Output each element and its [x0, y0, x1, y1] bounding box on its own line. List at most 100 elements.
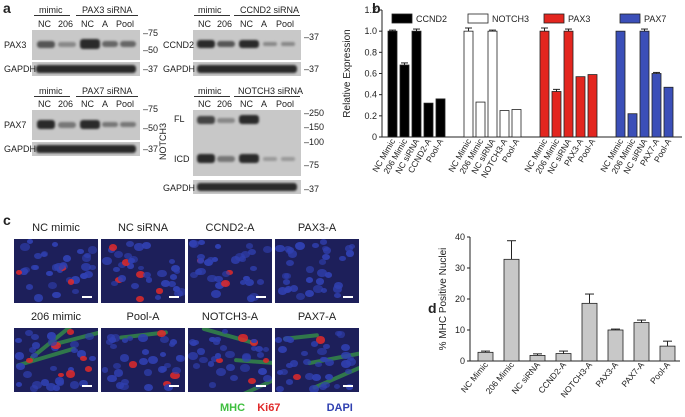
y-tick-label: 1.0 — [364, 26, 377, 36]
marker-label: –150 — [304, 122, 325, 132]
bar — [615, 30, 626, 138]
micrograph-title: PAX7-A — [297, 311, 337, 323]
marker-label: –37 — [143, 144, 159, 154]
bar — [511, 109, 522, 138]
panel-letter-c: c — [3, 212, 11, 228]
micrograph-image — [14, 328, 98, 392]
y-tick-label: 0.4 — [364, 90, 377, 100]
lane-label: A — [261, 99, 268, 109]
lane-label: 206 — [217, 99, 233, 109]
marker-label: –50 — [143, 45, 159, 55]
bar — [503, 258, 520, 362]
lane-label: Pool — [276, 19, 295, 29]
lane-label: NC — [240, 19, 253, 29]
legend-swatch — [619, 13, 641, 24]
blot-image — [193, 180, 301, 194]
micrograph-title: NC siRNA — [117, 222, 169, 234]
marker-label: –37 — [304, 184, 320, 194]
legend-label: PAX3 — [568, 14, 590, 24]
blot-row-label: ICD — [174, 154, 190, 164]
lane-label: NC — [81, 19, 94, 29]
micrograph-image — [14, 239, 98, 303]
micrograph-image — [101, 239, 185, 303]
blot-header-mimic: mimic — [39, 86, 63, 96]
blot-row-label: GAPDH — [163, 183, 196, 193]
marker-label: –37 — [304, 32, 320, 42]
blot-row-label: PAX3 — [4, 40, 27, 50]
lane-label: 206 — [217, 19, 233, 29]
bar — [387, 30, 398, 138]
micrograph-title: NC mimic — [32, 222, 80, 234]
lane-label: NC — [240, 99, 253, 109]
y-tick-label: 0.8 — [364, 47, 377, 57]
bar — [423, 102, 434, 138]
bar — [587, 74, 598, 138]
lane-label: A — [261, 19, 268, 29]
bar — [581, 302, 598, 362]
blot-image — [32, 30, 140, 60]
bar — [435, 98, 446, 138]
y-tick-label: 1.2 — [364, 5, 377, 15]
bar — [607, 329, 624, 362]
y-tick-label: 0 — [460, 356, 465, 366]
blot-image — [193, 62, 301, 76]
lane-label: 206 — [58, 99, 74, 109]
blot-header-sirna: PAX7 siRNA — [82, 86, 133, 96]
stain-ki67-label: Ki67 — [257, 402, 281, 414]
panel-letter-b: b — [372, 0, 381, 16]
y-tick-label: 0.2 — [364, 111, 377, 121]
micrograph-image — [275, 239, 359, 303]
lane-label: Pool — [276, 99, 295, 109]
x-tick-label: PAX7-A — [619, 360, 646, 389]
stain-legend: MHC Ki67 DAPI — [220, 402, 353, 414]
micrograph-title: NOTCH3-A — [201, 311, 259, 323]
bar — [551, 91, 562, 138]
marker-label: –50 — [143, 123, 159, 133]
bar — [411, 30, 422, 138]
panel-letter-d: d — [428, 300, 437, 316]
lane-label: A — [102, 19, 109, 29]
bar — [563, 30, 574, 138]
x-tick-label: Pool-A — [648, 360, 672, 386]
bar — [463, 30, 474, 138]
bar — [487, 30, 498, 138]
blot-image — [193, 30, 301, 60]
y-tick-label: 0 — [372, 132, 377, 142]
bar — [555, 353, 572, 362]
marker-label: –75 — [143, 104, 159, 114]
micrograph-title: 206 mimic — [30, 311, 82, 323]
blot-row-label: GAPDH — [4, 64, 37, 74]
chart-b-relative-expression: 0 0.2 0.4 0.6 0.8 1.0 1.2 Relative Expression CC… — [342, 5, 682, 180]
blot-image — [32, 142, 140, 156]
y-tick-label: 40 — [455, 232, 465, 242]
stain-dapi-label: DAPI — [326, 402, 353, 414]
y-tick-label: 0.6 — [364, 69, 377, 79]
marker-label: –37 — [304, 64, 320, 74]
lane-label: NC — [38, 19, 51, 29]
blot-header-sirna: PAX3 siRNA — [82, 5, 133, 15]
bar — [475, 101, 486, 138]
lane-label: NC — [198, 19, 211, 29]
lane-label: NC — [198, 99, 211, 109]
micrograph-title: Pool-A — [126, 311, 160, 323]
legend-label: NOTCH3 — [492, 14, 529, 24]
x-tick-label: PAX3-A — [593, 360, 620, 389]
micrograph-title: PAX3-A — [297, 222, 337, 234]
legend-swatch — [467, 13, 489, 24]
bar — [499, 110, 510, 138]
blot-header-mimic: mimic — [39, 5, 63, 15]
lane-label: NC — [38, 99, 51, 109]
blot-row-label: GAPDH — [163, 64, 196, 74]
lane-label: 206 — [58, 19, 74, 29]
micrograph-image — [188, 328, 272, 392]
legend-swatch — [543, 13, 565, 24]
bar — [633, 322, 650, 362]
marker-label: –37 — [143, 64, 159, 74]
y-axis-label: Relative Expression — [342, 29, 353, 117]
marker-label: –75 — [304, 160, 320, 170]
legend-swatch — [391, 13, 413, 24]
blot-row-label: CCND2 — [163, 40, 195, 50]
blot-header-mimic: mimic — [198, 5, 222, 15]
lane-label: Pool — [116, 19, 135, 29]
bar — [477, 351, 494, 362]
